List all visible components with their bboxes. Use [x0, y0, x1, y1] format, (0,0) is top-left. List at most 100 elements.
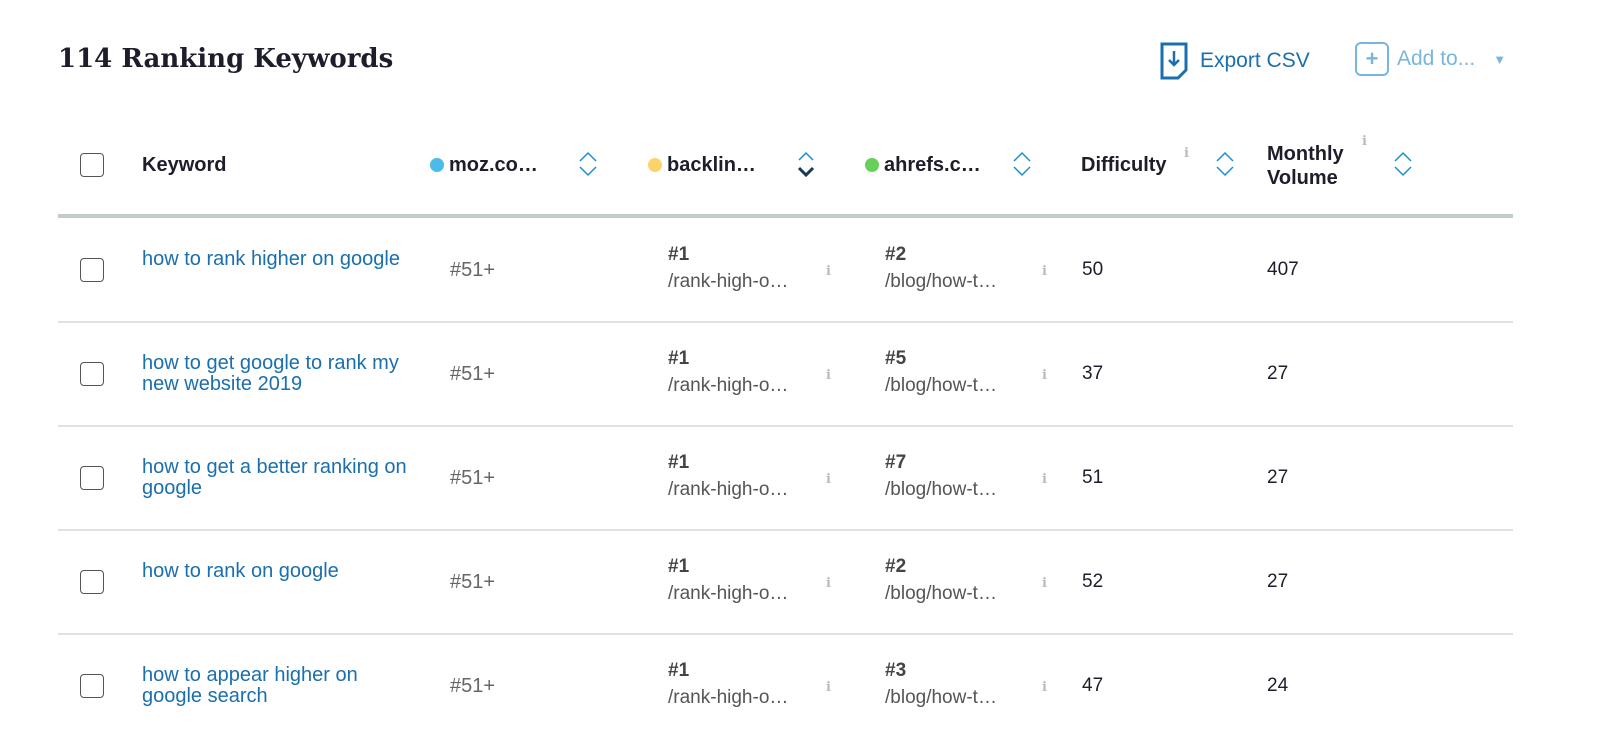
- sort-icon[interactable]: [1011, 149, 1033, 179]
- volume-value: 27: [1267, 467, 1289, 488]
- backlinko-rank: #1/rank-high-o…: [668, 657, 788, 711]
- ahrefs-rank: #3/blog/how-t…: [885, 657, 997, 711]
- backlinko-position: #1: [668, 348, 690, 369]
- backlinko-url: /rank-high-o…: [668, 583, 789, 604]
- moz-rank: #51+: [450, 571, 496, 593]
- info-icon[interactable]: i: [826, 680, 831, 695]
- row-checkbox[interactable]: [80, 570, 104, 594]
- backlinko-label: backlin…: [667, 154, 756, 176]
- backlinko-position: #1: [668, 244, 690, 265]
- ahrefs-label: ahrefs.c…: [884, 154, 981, 176]
- row-divider: [58, 633, 1513, 635]
- volume-value: 27: [1267, 571, 1289, 592]
- column-keyword[interactable]: Keyword: [142, 154, 227, 176]
- moz-label: moz.co…: [449, 154, 538, 176]
- ahrefs-dot-icon: [865, 158, 879, 172]
- backlinko-position: #1: [668, 556, 690, 577]
- moz-rank: #51+: [450, 363, 496, 385]
- keyword-link[interactable]: how to rank higher on google: [142, 248, 400, 270]
- header-divider: [58, 214, 1513, 218]
- row-checkbox[interactable]: [80, 362, 104, 386]
- ahrefs-position: #7: [885, 452, 907, 473]
- difficulty-value: 50: [1082, 259, 1104, 280]
- ahrefs-url: /blog/how-t…: [885, 479, 997, 500]
- info-icon[interactable]: i: [1042, 576, 1047, 591]
- info-icon[interactable]: i: [1042, 680, 1047, 695]
- ahrefs-position: #5: [885, 348, 907, 369]
- column-difficulty[interactable]: Difficulty: [1081, 154, 1167, 176]
- ahrefs-position: #2: [885, 244, 907, 265]
- moz-rank: #51+: [450, 259, 496, 281]
- row-checkbox[interactable]: [80, 258, 104, 282]
- backlinko-rank: #1/rank-high-o…: [668, 553, 788, 607]
- ahrefs-position: #3: [885, 660, 907, 681]
- sort-icon[interactable]: [1214, 149, 1236, 179]
- column-backlinko[interactable]: backlin…: [648, 154, 756, 177]
- info-icon[interactable]: i: [1042, 368, 1047, 383]
- row-divider: [58, 529, 1513, 531]
- info-icon[interactable]: i: [826, 264, 831, 279]
- add-to-dropdown[interactable]: + Add to... ▼: [1355, 42, 1506, 76]
- backlinko-position: #1: [668, 452, 690, 473]
- ahrefs-url: /blog/how-t…: [885, 687, 997, 708]
- export-csv-label: Export CSV: [1200, 49, 1310, 72]
- backlinko-rank: #1/rank-high-o…: [668, 241, 788, 295]
- info-icon[interactable]: i: [826, 368, 831, 383]
- file-download-icon: [1160, 42, 1188, 80]
- backlinko-url: /rank-high-o…: [668, 687, 789, 708]
- plus-icon: +: [1355, 42, 1389, 76]
- backlinko-dot-icon: [648, 158, 662, 172]
- difficulty-value: 37: [1082, 363, 1104, 384]
- volume-label-1: Monthly: [1267, 143, 1344, 165]
- add-to-label: Add to...: [1397, 47, 1476, 70]
- export-csv-button[interactable]: Export CSV: [1160, 42, 1310, 80]
- column-monthly-volume[interactable]: Monthly Volume: [1267, 142, 1344, 190]
- volume-value: 24: [1267, 675, 1289, 696]
- keyword-link[interactable]: how to rank on google: [142, 560, 339, 582]
- sort-icon[interactable]: [1392, 149, 1414, 179]
- column-ahrefs[interactable]: ahrefs.c…: [865, 154, 981, 177]
- backlinko-rank: #1/rank-high-o…: [668, 345, 788, 399]
- ahrefs-rank: #2/blog/how-t…: [885, 553, 997, 607]
- ahrefs-rank: #2/blog/how-t…: [885, 241, 997, 295]
- difficulty-value: 52: [1082, 571, 1104, 592]
- info-icon[interactable]: i: [1362, 134, 1367, 149]
- keyword-link[interactable]: how to get a better ranking on google: [142, 456, 407, 499]
- backlinko-url: /rank-high-o…: [668, 375, 789, 396]
- ahrefs-url: /blog/how-t…: [885, 271, 997, 292]
- page-title: 114 Ranking Keywords: [58, 44, 394, 74]
- difficulty-value: 47: [1082, 675, 1104, 696]
- caret-down-icon: ▼: [1493, 51, 1507, 67]
- moz-dot-icon: [430, 158, 444, 172]
- info-icon[interactable]: i: [1184, 146, 1189, 161]
- info-icon[interactable]: i: [826, 576, 831, 591]
- row-divider: [58, 321, 1513, 323]
- difficulty-value: 51: [1082, 467, 1104, 488]
- sort-descending-icon[interactable]: [795, 149, 817, 179]
- backlinko-url: /rank-high-o…: [668, 479, 789, 500]
- column-moz[interactable]: moz.co…: [430, 154, 538, 177]
- row-divider: [58, 425, 1513, 427]
- moz-rank: #51+: [450, 675, 496, 697]
- row-checkbox[interactable]: [80, 674, 104, 698]
- row-checkbox[interactable]: [80, 466, 104, 490]
- select-all-checkbox[interactable]: [80, 153, 104, 177]
- volume-label-2: Volume: [1267, 167, 1338, 189]
- backlinko-rank: #1/rank-high-o…: [668, 449, 788, 503]
- backlinko-position: #1: [668, 660, 690, 681]
- sort-icon[interactable]: [577, 149, 599, 179]
- ahrefs-url: /blog/how-t…: [885, 375, 997, 396]
- ahrefs-position: #2: [885, 556, 907, 577]
- info-icon[interactable]: i: [826, 472, 831, 487]
- info-icon[interactable]: i: [1042, 264, 1047, 279]
- ahrefs-rank: #7/blog/how-t…: [885, 449, 997, 503]
- ahrefs-rank: #5/blog/how-t…: [885, 345, 997, 399]
- volume-value: 27: [1267, 363, 1289, 384]
- backlinko-url: /rank-high-o…: [668, 271, 789, 292]
- ahrefs-url: /blog/how-t…: [885, 583, 997, 604]
- keyword-link[interactable]: how to get google to rank my new website…: [142, 352, 399, 395]
- moz-rank: #51+: [450, 467, 496, 489]
- keyword-link[interactable]: how to appear higher on google search: [142, 664, 358, 707]
- volume-value: 407: [1267, 259, 1299, 280]
- info-icon[interactable]: i: [1042, 472, 1047, 487]
